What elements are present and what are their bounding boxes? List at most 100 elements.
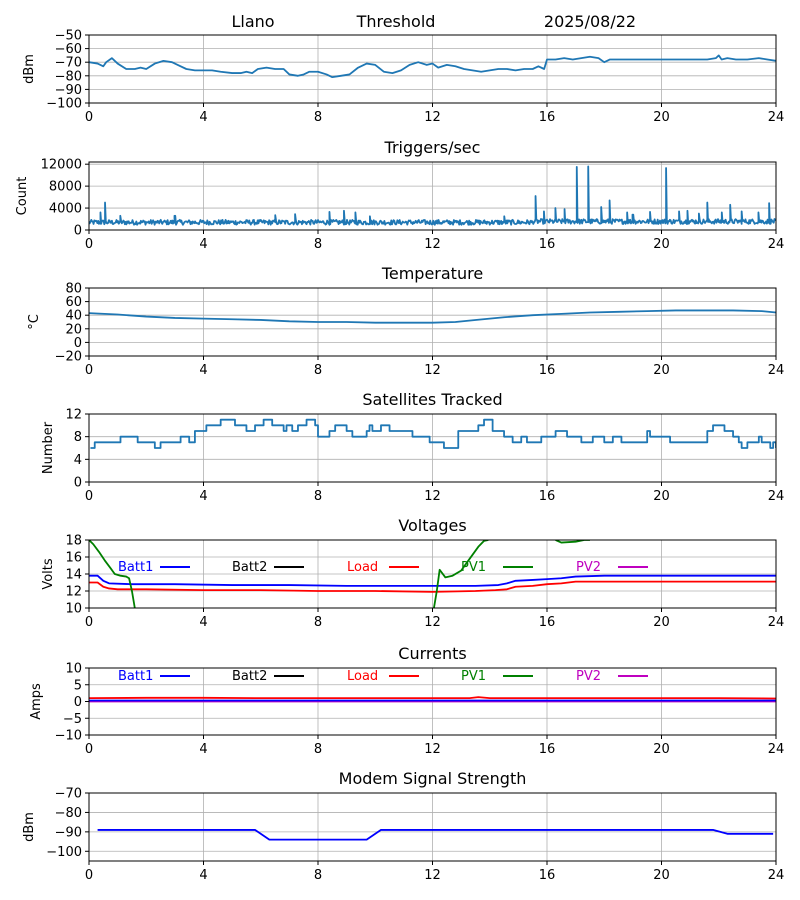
y-tick-label: 4000: [49, 202, 82, 217]
x-tick-label: 0: [85, 110, 93, 125]
y-tick-label: 10: [65, 662, 82, 677]
plot-area: [90, 418, 776, 449]
x-tick-label: 16: [539, 615, 556, 630]
x-tick-label: 24: [768, 868, 785, 883]
x-tick-label: 20: [653, 110, 670, 125]
y-tick-label: −70: [55, 787, 82, 802]
y-tick-label: −90: [55, 83, 82, 98]
chart-title: Triggers/sec: [384, 138, 481, 157]
x-tick-label: 0: [85, 363, 93, 378]
x-tick-label: 16: [539, 868, 556, 883]
y-tick-label: −20: [55, 350, 82, 365]
x-tick-label: 0: [85, 237, 93, 252]
x-tick-label: 8: [314, 742, 322, 757]
x-tick-label: 24: [768, 742, 785, 757]
y-axis-label: °C: [27, 314, 42, 330]
legend-label-load: Load: [347, 560, 378, 575]
series-pv1-line: [89, 540, 136, 608]
y-tick-label: 40: [65, 309, 82, 324]
x-tick-label: 8: [314, 868, 322, 883]
x-tick-label: 0: [85, 868, 93, 883]
plot-area: [89, 165, 776, 226]
x-tick-label: 0: [85, 742, 93, 757]
x-tick-label: 20: [653, 742, 670, 757]
y-axis-label: Number: [41, 421, 56, 474]
legend-label-batt2: Batt2: [232, 669, 267, 684]
y-tick-label: −100: [46, 845, 82, 860]
y-tick-label: 5: [74, 678, 82, 693]
series-triggers-line: [89, 165, 776, 226]
legend-label-batt1: Batt1: [118, 669, 153, 684]
series-satellites-line: [90, 418, 776, 449]
x-tick-label: 12: [424, 363, 441, 378]
series-threshold-line: [89, 54, 776, 79]
x-tick-label: 12: [424, 489, 441, 504]
x-tick-label: 4: [199, 742, 207, 757]
x-tick-label: 16: [539, 489, 556, 504]
x-tick-label: 4: [199, 110, 207, 125]
chart-title: Voltages: [398, 516, 466, 535]
y-axis-label: Amps: [29, 683, 44, 720]
series-batt1-line: [89, 574, 776, 587]
plot-area: [89, 696, 776, 703]
legend-label-pv2: PV2: [576, 669, 601, 684]
x-tick-label: 12: [424, 868, 441, 883]
series-pv1-line: [555, 540, 590, 544]
x-tick-label: 20: [653, 237, 670, 252]
y-axis-label: dBm: [22, 54, 37, 84]
date-label: 2025/08/22: [544, 12, 636, 31]
y-tick-label: 12: [65, 585, 82, 600]
x-tick-label: 20: [653, 868, 670, 883]
chart-type-label: Threshold: [356, 12, 436, 31]
x-tick-label: 20: [653, 363, 670, 378]
legend-label-batt2: Batt2: [232, 560, 267, 575]
x-tick-label: 12: [424, 237, 441, 252]
series-load-line: [89, 696, 776, 700]
site-name: Llano: [231, 12, 274, 31]
x-tick-label: 4: [199, 489, 207, 504]
y-tick-label: −80: [55, 806, 82, 821]
x-tick-label: 8: [314, 615, 322, 630]
plot-area: [89, 309, 776, 324]
panel-triggers: 0 4 8 12 16 20 24 0 4000 8000 12000 Count Triggers/s…: [15, 138, 784, 252]
legend-label-pv2: PV2: [576, 560, 601, 575]
legend-label-batt1: Batt1: [118, 560, 153, 575]
legend-label-pv1: PV1: [461, 669, 486, 684]
x-tick-label: 16: [539, 742, 556, 757]
plot-area: [89, 54, 776, 79]
y-tick-label: 8000: [49, 180, 82, 195]
plot-area: [97, 829, 774, 841]
y-tick-label: −5: [63, 712, 82, 727]
x-tick-label: 12: [424, 615, 441, 630]
x-tick-label: 24: [768, 237, 785, 252]
x-tick-label: 16: [539, 237, 556, 252]
y-axis-label: dBm: [22, 812, 37, 842]
x-tick-label: 24: [768, 363, 785, 378]
y-axis-label: Volts: [41, 558, 56, 590]
y-tick-label: 4: [74, 453, 82, 468]
legend-label-pv1: PV1: [461, 560, 486, 575]
series-load-line: [89, 580, 776, 593]
y-tick-label: 80: [65, 282, 82, 297]
x-tick-label: 12: [424, 742, 441, 757]
x-tick-label: 4: [199, 868, 207, 883]
x-tick-label: 8: [314, 237, 322, 252]
series-pv1-line: [433, 540, 489, 608]
chart-title: Temperature: [381, 264, 483, 283]
y-tick-label: 0: [74, 336, 82, 351]
y-tick-label: 60: [65, 295, 82, 310]
x-tick-label: 20: [653, 615, 670, 630]
y-tick-label: 20: [65, 322, 82, 337]
panel-voltages: 0 4 8 12 16 20 24 10 12 14 16 18 Volts Voltages Batt1 B…: [41, 516, 784, 630]
y-tick-label: 14: [65, 568, 82, 583]
x-tick-label: 4: [199, 615, 207, 630]
y-tick-label: 8: [74, 430, 82, 445]
x-tick-label: 8: [314, 363, 322, 378]
y-tick-label: 0: [74, 476, 82, 491]
panel-threshold: 0 4 8 12 16 20 24 −100−90−80−70−60−50 dBm: [22, 29, 784, 126]
legend-label-load: Load: [347, 669, 378, 684]
panel-satellites: 0 4 8 12 16 20 24 0 4 8 12 Number Satellites Tracked: [41, 390, 784, 504]
y-tick-label: 12: [65, 408, 82, 423]
